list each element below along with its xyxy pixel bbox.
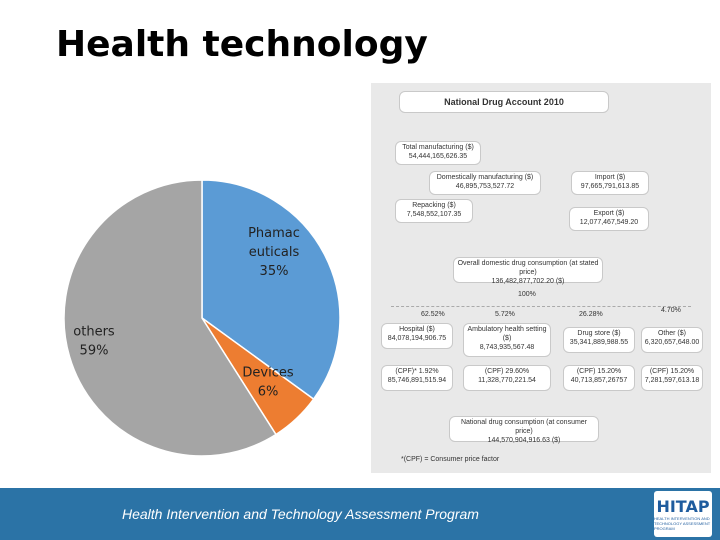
pie-label-1: Devices 6% xyxy=(242,366,293,400)
box-drugstore: Drug store ($) 35,341,889,988.55 xyxy=(563,327,635,353)
box-consumer-consumption: National drug consumption (at consumer p… xyxy=(449,416,599,444)
pct-drugstore: 26.28% xyxy=(579,311,603,318)
box-ambulatory: Ambulatory health setting ($) 8,743,935,… xyxy=(463,323,551,357)
hitap-logo: HITAP HEALTH INTERVENTION AND TECHNOLOGY… xyxy=(654,491,712,537)
label: National drug consumption (at consumer p… xyxy=(460,419,588,435)
label: Import ($) xyxy=(594,174,626,181)
label: Domestically manufacturing ($) xyxy=(436,174,534,181)
label: Hospital ($) xyxy=(399,326,435,333)
footnote: *(CPF) = Consumer price factor xyxy=(401,456,500,463)
pie-slice-0 xyxy=(201,179,341,401)
label: (CPF) 29.60% xyxy=(484,368,530,375)
pie-label-2: others 59% xyxy=(73,325,115,359)
label: (CPF) 15.20% xyxy=(649,368,695,375)
branch-line xyxy=(391,306,691,307)
box-cpf-hospital: (CPF)* 1.92% 85,746,891,515.94 xyxy=(381,365,453,391)
value: 144,570,904,916.63 ($) xyxy=(487,437,561,444)
pct-other: 4.70% xyxy=(661,307,681,314)
pie-label-0: Phamac euticals 35% xyxy=(248,226,300,279)
diagram-title: National Drug Account 2010 xyxy=(399,91,609,113)
logo-subtitle: HEALTH INTERVENTION AND TECHNOLOGY ASSES… xyxy=(654,516,711,531)
pct-ambulatory: 5.72% xyxy=(495,311,515,318)
footer-banner: Health Intervention and Technology Asses… xyxy=(0,488,720,540)
box-hospital: Hospital ($) 84,078,194,906.75 xyxy=(381,323,453,349)
label: Other ($) xyxy=(657,330,686,337)
value: 6,320,657,648.00 xyxy=(644,339,700,346)
label: (CPF)* 1.92% xyxy=(395,368,439,375)
value: 7,548,552,107.35 xyxy=(406,211,462,218)
box-other: Other ($) 6,320,657,648.00 xyxy=(641,327,703,353)
box-overall-consumption: Overall domestic drug consumption (at st… xyxy=(453,257,603,285)
value: 97,665,791,613.85 xyxy=(580,183,640,190)
box-total-manufacturing: Total manufacturing ($) 54,444,165,626.3… xyxy=(395,141,481,165)
logo-word: HITAP xyxy=(656,497,710,516)
box-export: Export ($) 12,077,467,549.20 xyxy=(569,207,649,231)
value: 46,895,753,527.72 xyxy=(455,183,515,190)
pct-hospital: 62.52% xyxy=(421,311,445,318)
label: Repacking ($) xyxy=(412,202,456,209)
value: 136,482,877,702.20 ($) xyxy=(491,278,565,285)
value: 54,444,165,626.35 xyxy=(408,153,468,160)
box-domestic-manufacturing: Domestically manufacturing ($) 46,895,75… xyxy=(429,171,541,195)
box-repacking: Repacking ($) 7,548,552,107.35 xyxy=(395,199,473,223)
footer-text: Health Intervention and Technology Asses… xyxy=(122,506,479,522)
box-cpf-drugstore: (CPF) 15.20% 40,713,857,26757 xyxy=(563,365,635,391)
label: Export ($) xyxy=(593,210,625,217)
value: 11,328,770,221.54 xyxy=(478,377,536,384)
box-cpf-other: (CPF) 15.20% 7,281,597,613.18 xyxy=(641,365,703,391)
pie-slice-2 xyxy=(63,179,277,457)
box-import: Import ($) 97,665,791,613.85 xyxy=(571,171,649,195)
drug-account-diagram: National Drug Account 2010 Total manufac… xyxy=(371,83,711,473)
value: 12,077,467,549.20 xyxy=(579,219,639,226)
label: Ambulatory health setting ($) xyxy=(467,326,547,342)
label: Overall domestic drug consumption (at st… xyxy=(457,260,599,276)
value: 7,281,597,613.18 xyxy=(644,377,700,384)
slide-title: Health technology xyxy=(56,24,428,65)
value: 8,743,935,567.48 xyxy=(479,344,535,351)
value: 40,713,857,26757 xyxy=(570,377,628,384)
value: 85,746,891,515.94 xyxy=(387,377,447,384)
label: (CPF) 15.20% xyxy=(576,368,622,375)
value: 84,078,194,906.75 xyxy=(387,335,447,342)
box-cpf-ambulatory: (CPF) 29.60% 11,328,770,221.54 xyxy=(463,365,551,391)
label: Total manufacturing ($) xyxy=(402,144,474,151)
value: 35,341,889,988.55 xyxy=(569,339,629,346)
label: Drug store ($) xyxy=(577,330,621,337)
pct-overall: 100% xyxy=(518,291,536,298)
